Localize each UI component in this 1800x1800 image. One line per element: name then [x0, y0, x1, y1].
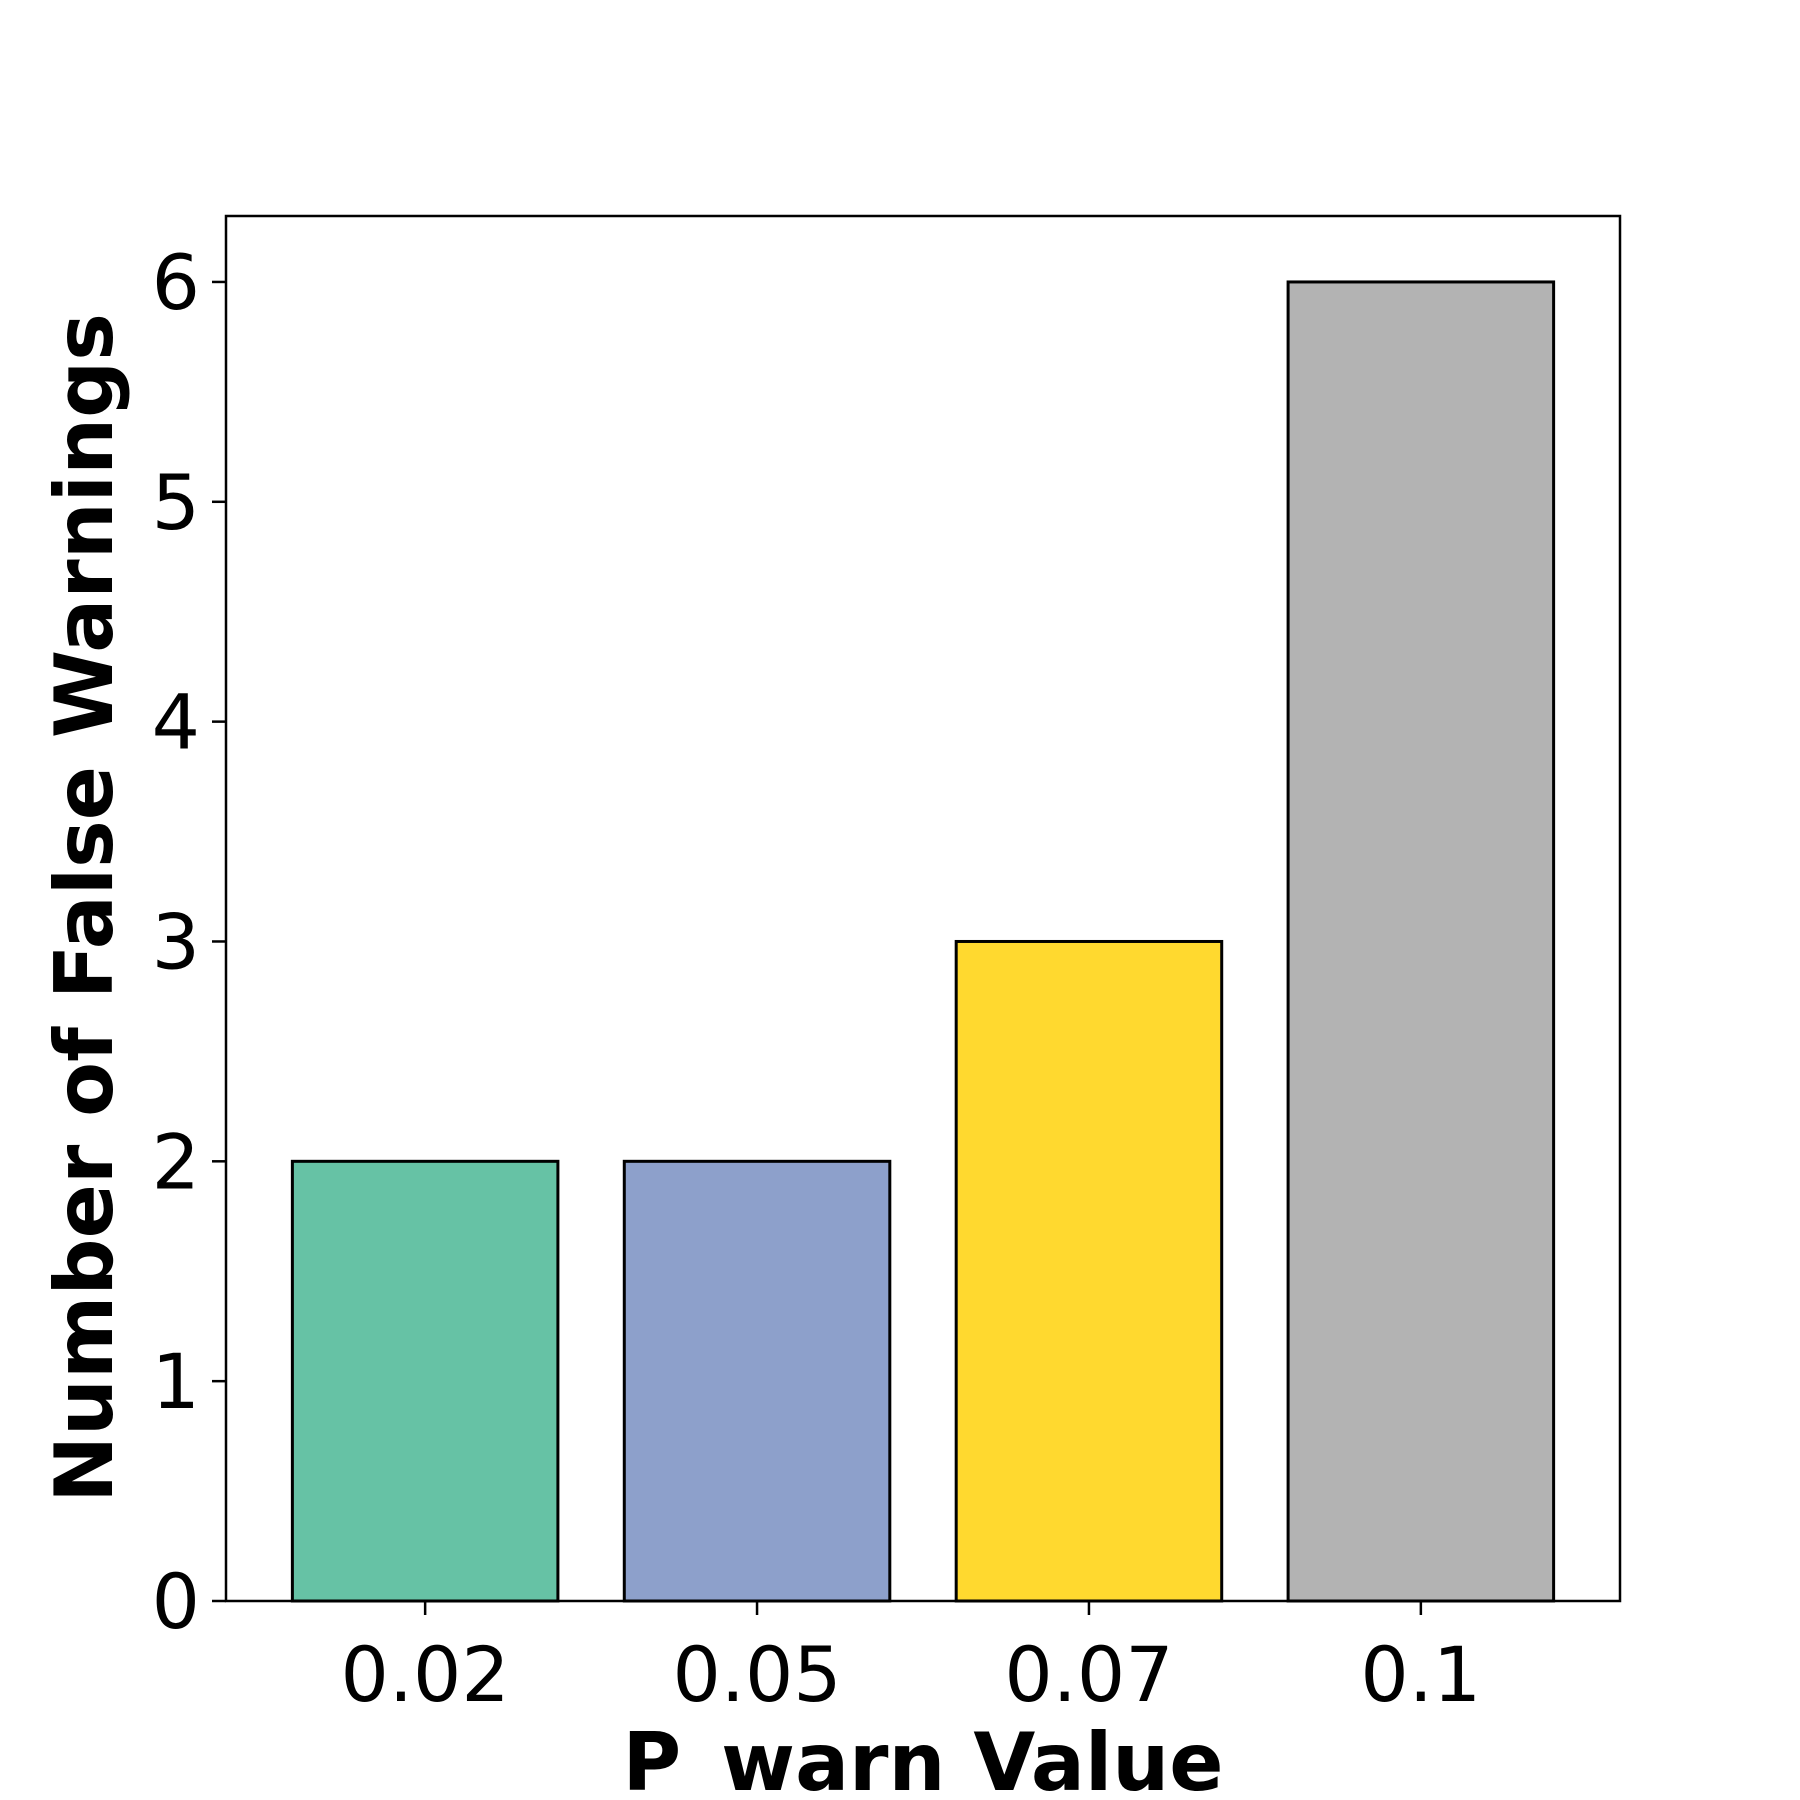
bar-0.05: [622, 1159, 892, 1603]
x-tick-label: 0.02: [341, 1630, 510, 1719]
bars-group: [290, 280, 1556, 1603]
y-tick-label: 3: [152, 897, 200, 986]
bar-0.1: [1286, 280, 1556, 1603]
y-tick-label: 5: [152, 458, 200, 547]
plot-frame: [224, 214, 1622, 1603]
x-axis-title: P_warn Value: [623, 1716, 1224, 1800]
bar-0.02: [290, 1159, 560, 1603]
y-tick-label: 4: [152, 678, 200, 767]
x-tick-label: 0.07: [1004, 1630, 1173, 1719]
x-tick-label: 0.05: [672, 1630, 841, 1719]
y-axis: 0 1 2 3 4 5 6: [152, 238, 226, 1646]
y-tick-label: 0: [152, 1557, 200, 1646]
y-tick-label: 2: [152, 1117, 200, 1206]
y-tick-label: 6: [152, 238, 200, 327]
y-axis-title: Number of False Warnings: [38, 313, 131, 1503]
x-axis: 0.02 0.05 0.07 0.1: [341, 1601, 1481, 1719]
y-tick-label: 1: [152, 1337, 200, 1426]
bar-0.07: [954, 939, 1224, 1603]
x-tick-label: 0.1: [1360, 1630, 1481, 1719]
